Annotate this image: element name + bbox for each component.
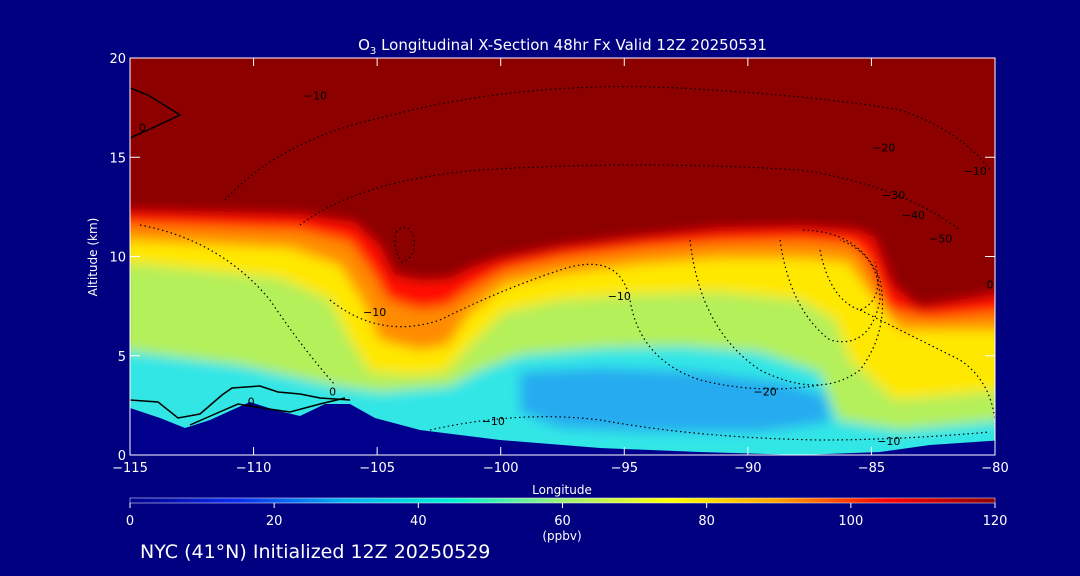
contour-dotted-bottom [429, 416, 991, 441]
footer-caption: NYC (41°N) Initialized 12Z 20250529 [140, 541, 491, 563]
contour-dotted-loop [394, 226, 415, 263]
contour-label: −10 [482, 415, 505, 428]
contour-dotted-low2 [329, 263, 821, 390]
contour-dotted-mid [299, 164, 961, 231]
y-tick-label: 10 [109, 251, 126, 266]
y-axis-label: Altitude (km) [86, 218, 100, 297]
contour-label: 0 [987, 278, 994, 291]
chart-title: O3 Longitudinal X-Section 48hr Fx Valid … [358, 36, 767, 57]
colorbar-tick-label: 120 [983, 514, 1008, 529]
x-tick-label: −115 [112, 461, 148, 476]
colorbar-tick-label: 0 [126, 514, 134, 529]
contour-dotted-ring2 [779, 239, 881, 343]
contour-label: −50 [929, 233, 952, 246]
contour-label: 0 [329, 385, 336, 398]
contour-label: −20 [754, 385, 777, 398]
y-tick-label: 15 [109, 151, 126, 166]
x-tick-label: −105 [359, 461, 395, 476]
colorbar-tick-label: 60 [554, 514, 571, 529]
contour-lines [130, 86, 995, 441]
contour-label: 0 [248, 395, 255, 408]
ozone-field [130, 210, 995, 455]
contour-solid-topleft [130, 87, 182, 139]
contour-solid-lower2 [189, 397, 346, 426]
contour-label: −10 [964, 165, 987, 178]
contour-label: −30 [882, 189, 905, 202]
contour-label: −10 [608, 290, 631, 303]
colorbar [129, 497, 996, 504]
x-tick-label: −85 [858, 461, 885, 476]
x-tick-label: −90 [734, 461, 761, 476]
y-tick-label: 0 [118, 449, 126, 464]
contour-label: −10 [877, 435, 900, 448]
colorbar-ticks: 0 20 40 60 80 100 120 [126, 503, 1008, 529]
y-tick-label: 20 [109, 52, 126, 67]
x-axis-label: Longitude [532, 483, 592, 497]
colorbar-units: (ppbv) [542, 529, 581, 543]
contour-dotted-upper [224, 86, 991, 201]
colorbar-tick-label: 80 [698, 514, 715, 529]
x-tick-label: −95 [611, 461, 638, 476]
contour-solid-lower1 [130, 385, 351, 419]
x-tick-label: −80 [981, 461, 1008, 476]
contour-dotted-low1 [139, 224, 336, 386]
contour-label: −20 [872, 141, 895, 154]
band-blue [520, 368, 830, 432]
x-tick-label: −110 [236, 461, 272, 476]
contour-label: −10 [304, 90, 327, 103]
colorbar-tick-label: 20 [266, 514, 283, 529]
y-tick-label: 5 [118, 350, 126, 365]
contour-dotted-right [859, 309, 995, 421]
terrain-surface [130, 402, 995, 455]
colorbar-tick-label: 40 [410, 514, 427, 529]
colorbar-tick-label: 100 [838, 514, 863, 529]
x-tick-label: −100 [483, 461, 519, 476]
contour-label: −40 [902, 209, 925, 222]
contour-label: −10 [363, 306, 386, 319]
contour-label: 0 [139, 121, 146, 134]
contour-labels: 0 −10 −20 −10 −30 −40 −50 0 −10 −10 0 0 −20 −10 −10 [139, 90, 994, 448]
